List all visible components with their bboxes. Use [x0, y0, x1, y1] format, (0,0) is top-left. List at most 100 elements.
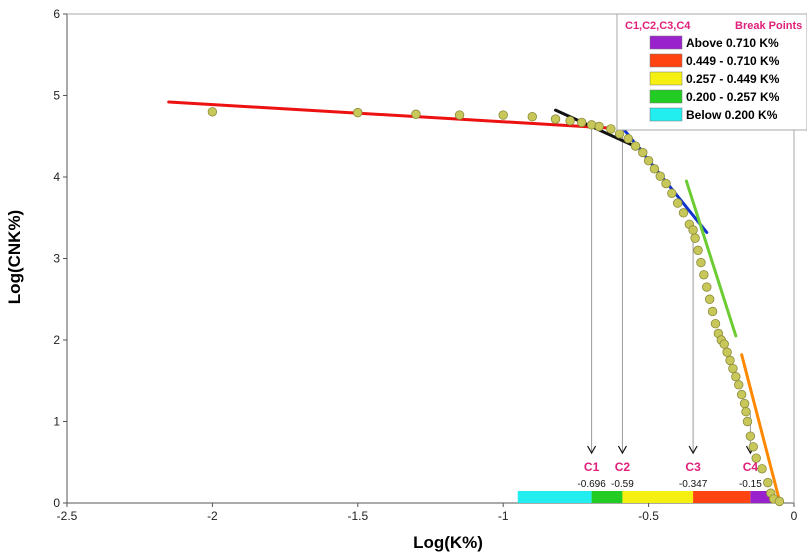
- data-point: [586, 120, 597, 130]
- break-point-value: -0.59: [611, 479, 634, 490]
- break-points: C1 -0.696 C2 -0.59 C3 -0.347 C4 -0.15: [577, 126, 762, 490]
- data-point: [623, 133, 633, 144]
- legend-swatch: [649, 107, 683, 122]
- data-point: [757, 464, 767, 474]
- break-point-value: -0.696: [577, 479, 606, 490]
- data-point: [707, 306, 718, 317]
- x-tick-label: 0: [791, 509, 798, 523]
- data-point: [411, 109, 421, 119]
- data-point: [655, 171, 665, 181]
- legend-label: Below 0.200 K%: [686, 108, 778, 122]
- range-bar: [517, 491, 774, 503]
- legend-label: 0.257 - 0.449 K%: [686, 72, 780, 86]
- range-segment: [622, 491, 694, 503]
- legend: C1,C2,C3,C4 Break Points Above 0.710 K% 0…: [616, 13, 807, 131]
- data-point: [704, 294, 715, 304]
- data-point: [745, 431, 756, 441]
- data-point: [719, 339, 729, 349]
- break-point-label: C4: [743, 460, 759, 474]
- data-point: [207, 107, 218, 117]
- x-tick-label: -1.5: [347, 509, 368, 523]
- y-axis-title: Log(CNK%): [5, 210, 24, 304]
- legend-swatch: [649, 89, 683, 104]
- x-tick-label: -2: [207, 509, 218, 523]
- legend-label: Above 0.710 K%: [686, 36, 779, 50]
- data-point: [702, 282, 712, 292]
- data-point: [498, 110, 508, 120]
- break-point-value: -0.347: [679, 479, 708, 490]
- break-point-label: C3: [685, 460, 701, 474]
- legend-swatch: [649, 35, 683, 50]
- data-point: [731, 371, 741, 382]
- x-tick-label: -1: [498, 509, 509, 523]
- break-arrow-icon: [587, 445, 597, 455]
- legend-label: 0.200 - 0.257 K%: [686, 90, 780, 104]
- data-point: [710, 319, 721, 329]
- data-point: [688, 225, 698, 235]
- data-point: [763, 477, 773, 488]
- data-point: [751, 453, 761, 463]
- data-point: [643, 155, 654, 166]
- data-point: [678, 208, 689, 218]
- legend-swatch: [649, 71, 683, 86]
- data-point: [728, 363, 738, 374]
- data-point: [693, 245, 703, 256]
- legend-box: [616, 13, 807, 131]
- data-points: [207, 107, 785, 507]
- data-point: [748, 442, 758, 452]
- x-tick-label: -2.5: [57, 509, 78, 523]
- legend-swatch: [649, 53, 683, 68]
- data-point: [527, 111, 537, 122]
- range-segment: [591, 491, 623, 503]
- data-point: [353, 107, 363, 118]
- data-point: [699, 270, 709, 280]
- x-tick-label: -0.5: [638, 509, 659, 523]
- y-tick-label: 1: [53, 415, 60, 429]
- data-point: [614, 129, 625, 139]
- data-point: [454, 110, 465, 120]
- fit-line: [684, 179, 738, 338]
- data-point: [649, 164, 660, 174]
- y-tick-label: 0: [53, 496, 60, 510]
- break-point-label: C2: [615, 460, 631, 474]
- y-tick-label: 3: [53, 252, 60, 266]
- data-point: [741, 407, 751, 417]
- break-arrow-icon: [688, 445, 698, 455]
- legend-title-right: Break Points: [735, 20, 802, 32]
- fit-line: [740, 353, 781, 503]
- data-point: [672, 198, 683, 208]
- data-point: [606, 124, 616, 134]
- data-point: [736, 389, 747, 400]
- legend-label: 0.449 - 0.710 K%: [686, 54, 780, 68]
- data-point: [630, 141, 641, 151]
- data-point: [565, 116, 575, 126]
- data-point: [690, 233, 700, 243]
- data-point: [667, 188, 677, 199]
- axes: -2.5 -2 -1.5 -1 -0.5 0 0 1 2 3 4 5 6: [53, 7, 797, 523]
- data-point: [725, 355, 735, 366]
- break-point-label: C1: [584, 460, 600, 474]
- range-segment: [517, 491, 592, 503]
- data-point: [739, 398, 750, 409]
- data-point: [722, 347, 732, 357]
- fit-line: [167, 100, 613, 130]
- x-axis-title: Log(K%): [413, 533, 483, 552]
- data-point: [638, 147, 648, 158]
- data-point: [594, 121, 604, 132]
- fit-lines: [167, 100, 781, 503]
- data-point: [742, 416, 753, 427]
- y-tick-label: 5: [53, 89, 60, 103]
- data-point: [577, 117, 587, 128]
- y-tick-label: 4: [53, 170, 60, 184]
- range-segment: [693, 491, 751, 503]
- y-tick-label: 6: [53, 7, 60, 21]
- break-point-value: -0.15: [739, 479, 762, 490]
- legend-title-left: C1,C2,C3,C4: [625, 20, 691, 32]
- data-point: [696, 257, 706, 268]
- data-point: [734, 380, 744, 390]
- y-tick-label: 2: [53, 333, 60, 347]
- break-arrow-icon: [617, 445, 627, 455]
- data-point: [661, 178, 671, 189]
- data-point: [774, 496, 785, 507]
